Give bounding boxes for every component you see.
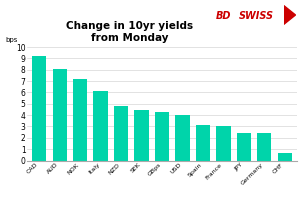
Text: BD: BD [216,11,232,21]
Bar [257,133,272,160]
Bar [32,56,46,160]
Bar [175,114,190,160]
Bar [216,126,230,160]
Bar [114,106,128,160]
Polygon shape [284,5,296,25]
Text: SWISS: SWISS [238,11,274,21]
Bar [237,133,251,160]
Bar [52,69,67,160]
Bar [94,91,108,160]
Bar [73,79,87,160]
Bar [278,153,292,160]
Bar [155,112,169,160]
Bar [134,110,149,160]
Bar [196,125,210,160]
Title: Change in 10yr yields
from Monday: Change in 10yr yields from Monday [66,21,193,43]
Text: bps: bps [5,37,18,43]
